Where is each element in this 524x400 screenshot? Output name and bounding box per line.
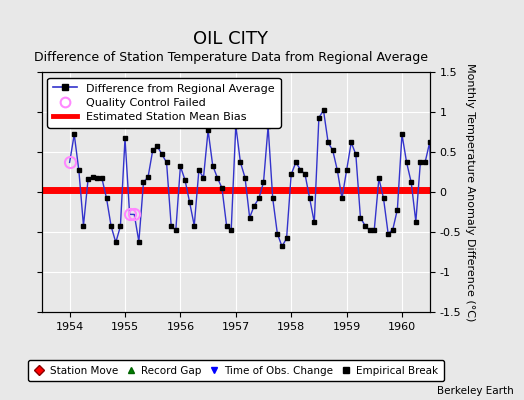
- Text: OIL CITY: OIL CITY: [193, 30, 268, 48]
- Legend: Station Move, Record Gap, Time of Obs. Change, Empirical Break: Station Move, Record Gap, Time of Obs. C…: [28, 360, 444, 381]
- Y-axis label: Monthly Temperature Anomaly Difference (°C): Monthly Temperature Anomaly Difference (…: [465, 63, 475, 321]
- Text: Berkeley Earth: Berkeley Earth: [437, 386, 514, 396]
- Text: Difference of Station Temperature Data from Regional Average: Difference of Station Temperature Data f…: [34, 51, 428, 64]
